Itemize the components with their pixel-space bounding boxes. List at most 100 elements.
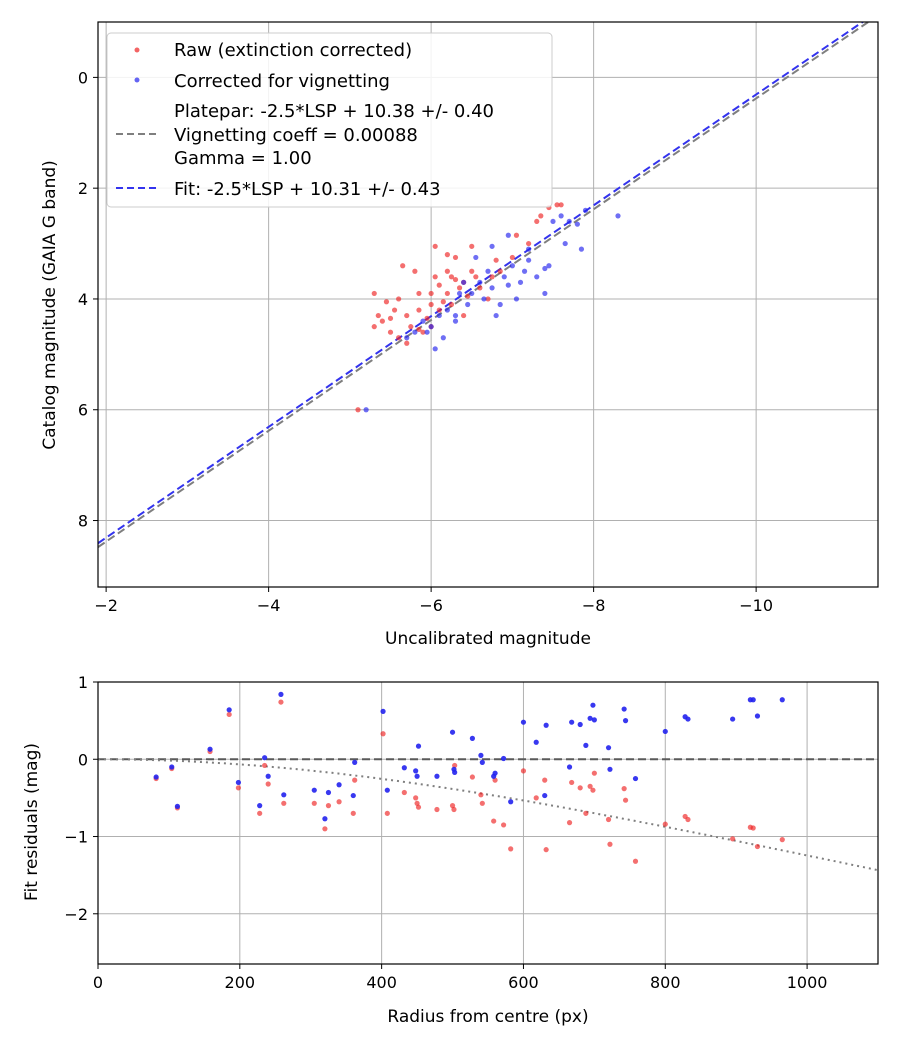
raw-residual-point — [401, 789, 407, 796]
corrected-residual-point — [591, 717, 597, 723]
raw-residual-point — [452, 762, 458, 769]
corrected-point — [489, 285, 495, 291]
raw-point — [408, 324, 414, 330]
corrected-residual-point — [415, 743, 422, 749]
raw-point — [554, 202, 560, 208]
raw-point — [375, 312, 381, 319]
legend-platepar-label-3: Gamma = 1.00 — [174, 148, 312, 169]
corrected-residual-point — [384, 787, 390, 793]
raw-residual-point — [257, 810, 263, 816]
corrected-residual-point — [508, 799, 514, 805]
bottom-x-tick-label: 400 — [366, 973, 397, 992]
corrected-point — [501, 274, 507, 280]
raw-point — [400, 263, 406, 269]
raw-residual-point — [380, 731, 386, 737]
top-y-tick-label: 0 — [78, 68, 88, 87]
corrected-residual-point — [492, 770, 498, 776]
raw-residual-point — [469, 774, 475, 780]
raw-residual-point — [685, 816, 691, 823]
raw-point — [383, 299, 390, 305]
corrected-point — [473, 254, 479, 261]
corrected-residual-point — [325, 789, 332, 796]
corrected-point — [497, 301, 503, 308]
top-x-tick-label: −4 — [257, 596, 281, 615]
corrected-point — [440, 335, 446, 341]
corrected-residual-point — [730, 716, 736, 722]
corrected-residual-point — [662, 728, 668, 735]
raw-point — [440, 299, 446, 305]
raw-residual-point — [434, 806, 440, 813]
raw-residual-point — [508, 846, 514, 852]
corrected-point — [542, 290, 548, 297]
raw-residual-point — [413, 795, 419, 801]
raw-residual-point — [583, 810, 589, 816]
raw-residual-point — [621, 786, 627, 792]
corrected-point — [526, 257, 532, 263]
corrected-point — [444, 307, 450, 313]
bottom-y-axis-label: Fit residuals (mag) — [22, 743, 42, 901]
corrected-residual-point — [257, 803, 263, 809]
raw-point — [387, 329, 394, 335]
raw-residual-point — [730, 836, 736, 842]
raw-point — [444, 252, 450, 258]
raw-point — [465, 293, 471, 299]
raw-point — [473, 274, 479, 280]
corrected-point — [465, 301, 471, 308]
raw-point — [448, 301, 455, 308]
raw-residual-point — [479, 800, 485, 806]
top-line-platepar — [98, 22, 871, 548]
corrected-residual-point — [478, 752, 484, 758]
raw-point — [371, 290, 377, 297]
top-plot-frame — [97, 21, 879, 588]
raw-point — [371, 324, 377, 330]
raw-point — [396, 296, 402, 302]
corrected-residual-point — [352, 759, 358, 765]
raw-point — [538, 213, 544, 219]
raw-point — [477, 285, 483, 291]
corrected-residual-point — [281, 792, 287, 798]
legend-raw-label: Raw (extinction corrected) — [174, 40, 412, 61]
legend: Raw (extinction corrected) Corrected for… — [106, 32, 553, 208]
corrected-residual-point — [262, 755, 268, 761]
raw-residual-point — [262, 762, 268, 769]
top-x-ticks: −2 −4 −6 −8 −10 — [94, 587, 773, 615]
corrected-residual-point — [543, 722, 549, 728]
raw-point — [493, 257, 499, 263]
raw-point — [526, 240, 532, 247]
corrected-residual-point — [566, 764, 573, 770]
corrected-point — [428, 324, 434, 330]
raw-point — [416, 307, 422, 313]
corrected-residual-point — [520, 719, 527, 725]
top-line-fit — [98, 22, 865, 545]
corrected-residual-point — [685, 716, 691, 722]
corrected-point — [456, 290, 463, 297]
corrected-residual-point — [501, 755, 507, 762]
bottom-x-ticks: 0 200 400 600 800 1000 — [93, 964, 827, 992]
raw-point — [416, 326, 422, 333]
raw-residual-point — [235, 785, 241, 791]
raw-residual-point — [605, 816, 612, 823]
corrected-residual-point — [322, 816, 328, 822]
raw-residual-point — [520, 768, 527, 774]
raw-residual-point — [590, 787, 596, 793]
corrected-residual-point — [469, 735, 475, 742]
raw-point — [509, 254, 515, 261]
corrected-point — [505, 232, 511, 238]
corrected-residual-point — [587, 715, 593, 721]
corrected-point — [412, 329, 418, 335]
raw-residual-point — [754, 843, 761, 850]
corrected-residual-point — [533, 739, 539, 745]
bottom-x-tick-label: 600 — [508, 973, 539, 992]
corrected-point — [509, 263, 515, 269]
top-y-tick-label: 4 — [78, 290, 88, 309]
corrected-residual-point — [632, 775, 639, 782]
bottom-y-tick-label: 0 — [78, 750, 88, 769]
raw-point — [432, 274, 438, 280]
corrected-residual-point — [452, 769, 458, 775]
bottom-x-tick-label: 200 — [225, 973, 256, 992]
bottom-plot-frame — [97, 681, 879, 965]
top-y-ticks: 0 2 4 6 8 — [78, 68, 98, 531]
corrected-point — [615, 213, 621, 219]
raw-residual-point — [451, 806, 457, 813]
bottom-y-ticks: −2 −1 0 1 — [64, 673, 98, 924]
